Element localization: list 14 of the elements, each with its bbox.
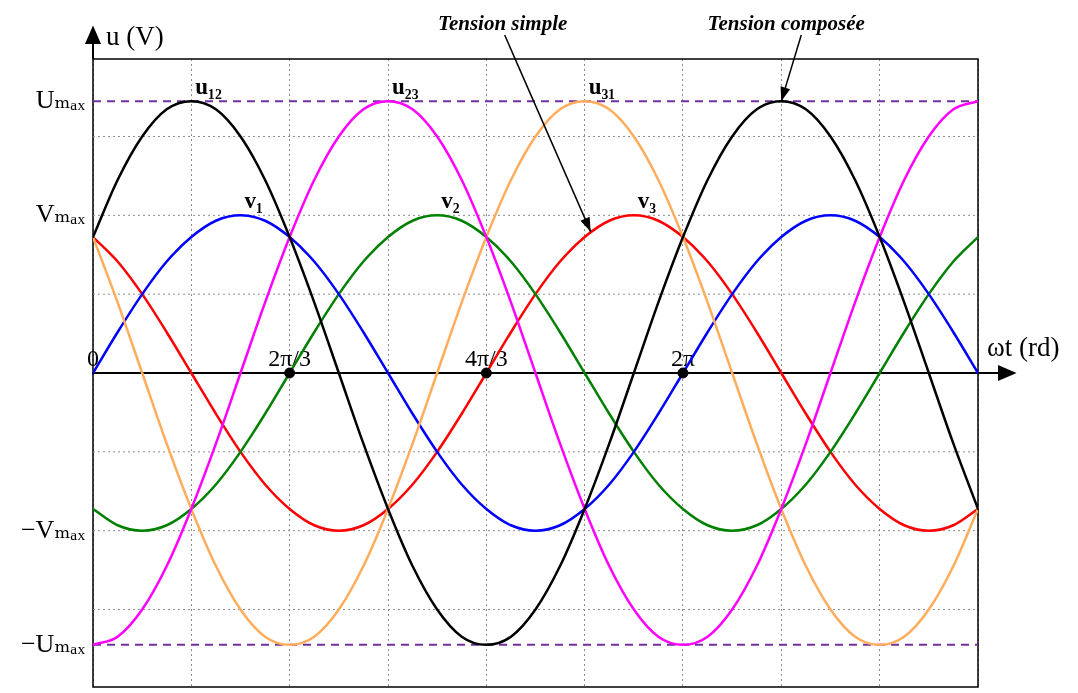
x-axis-title: ωt (rd): [987, 332, 1060, 362]
series-label: u₃₁: [588, 74, 616, 100]
ref-line-label: −Uₘₐₓ: [20, 628, 86, 658]
ref-line-label: Uₘₐₓ: [35, 84, 86, 114]
series-label: u₂₃: [392, 74, 419, 100]
annotation: Tension composée: [707, 11, 865, 35]
series-label: v₂: [441, 188, 460, 214]
ref-line-label: −Vₘₐₓ: [20, 514, 86, 544]
series-label: v₃: [637, 188, 657, 214]
y-axis-title: u (V): [106, 21, 164, 51]
annotation: Tension simple: [437, 11, 568, 35]
series-label: u₁₂: [195, 74, 222, 100]
ref-line-label: Vₘₐₓ: [35, 199, 86, 229]
series-label: v₁: [244, 188, 263, 214]
